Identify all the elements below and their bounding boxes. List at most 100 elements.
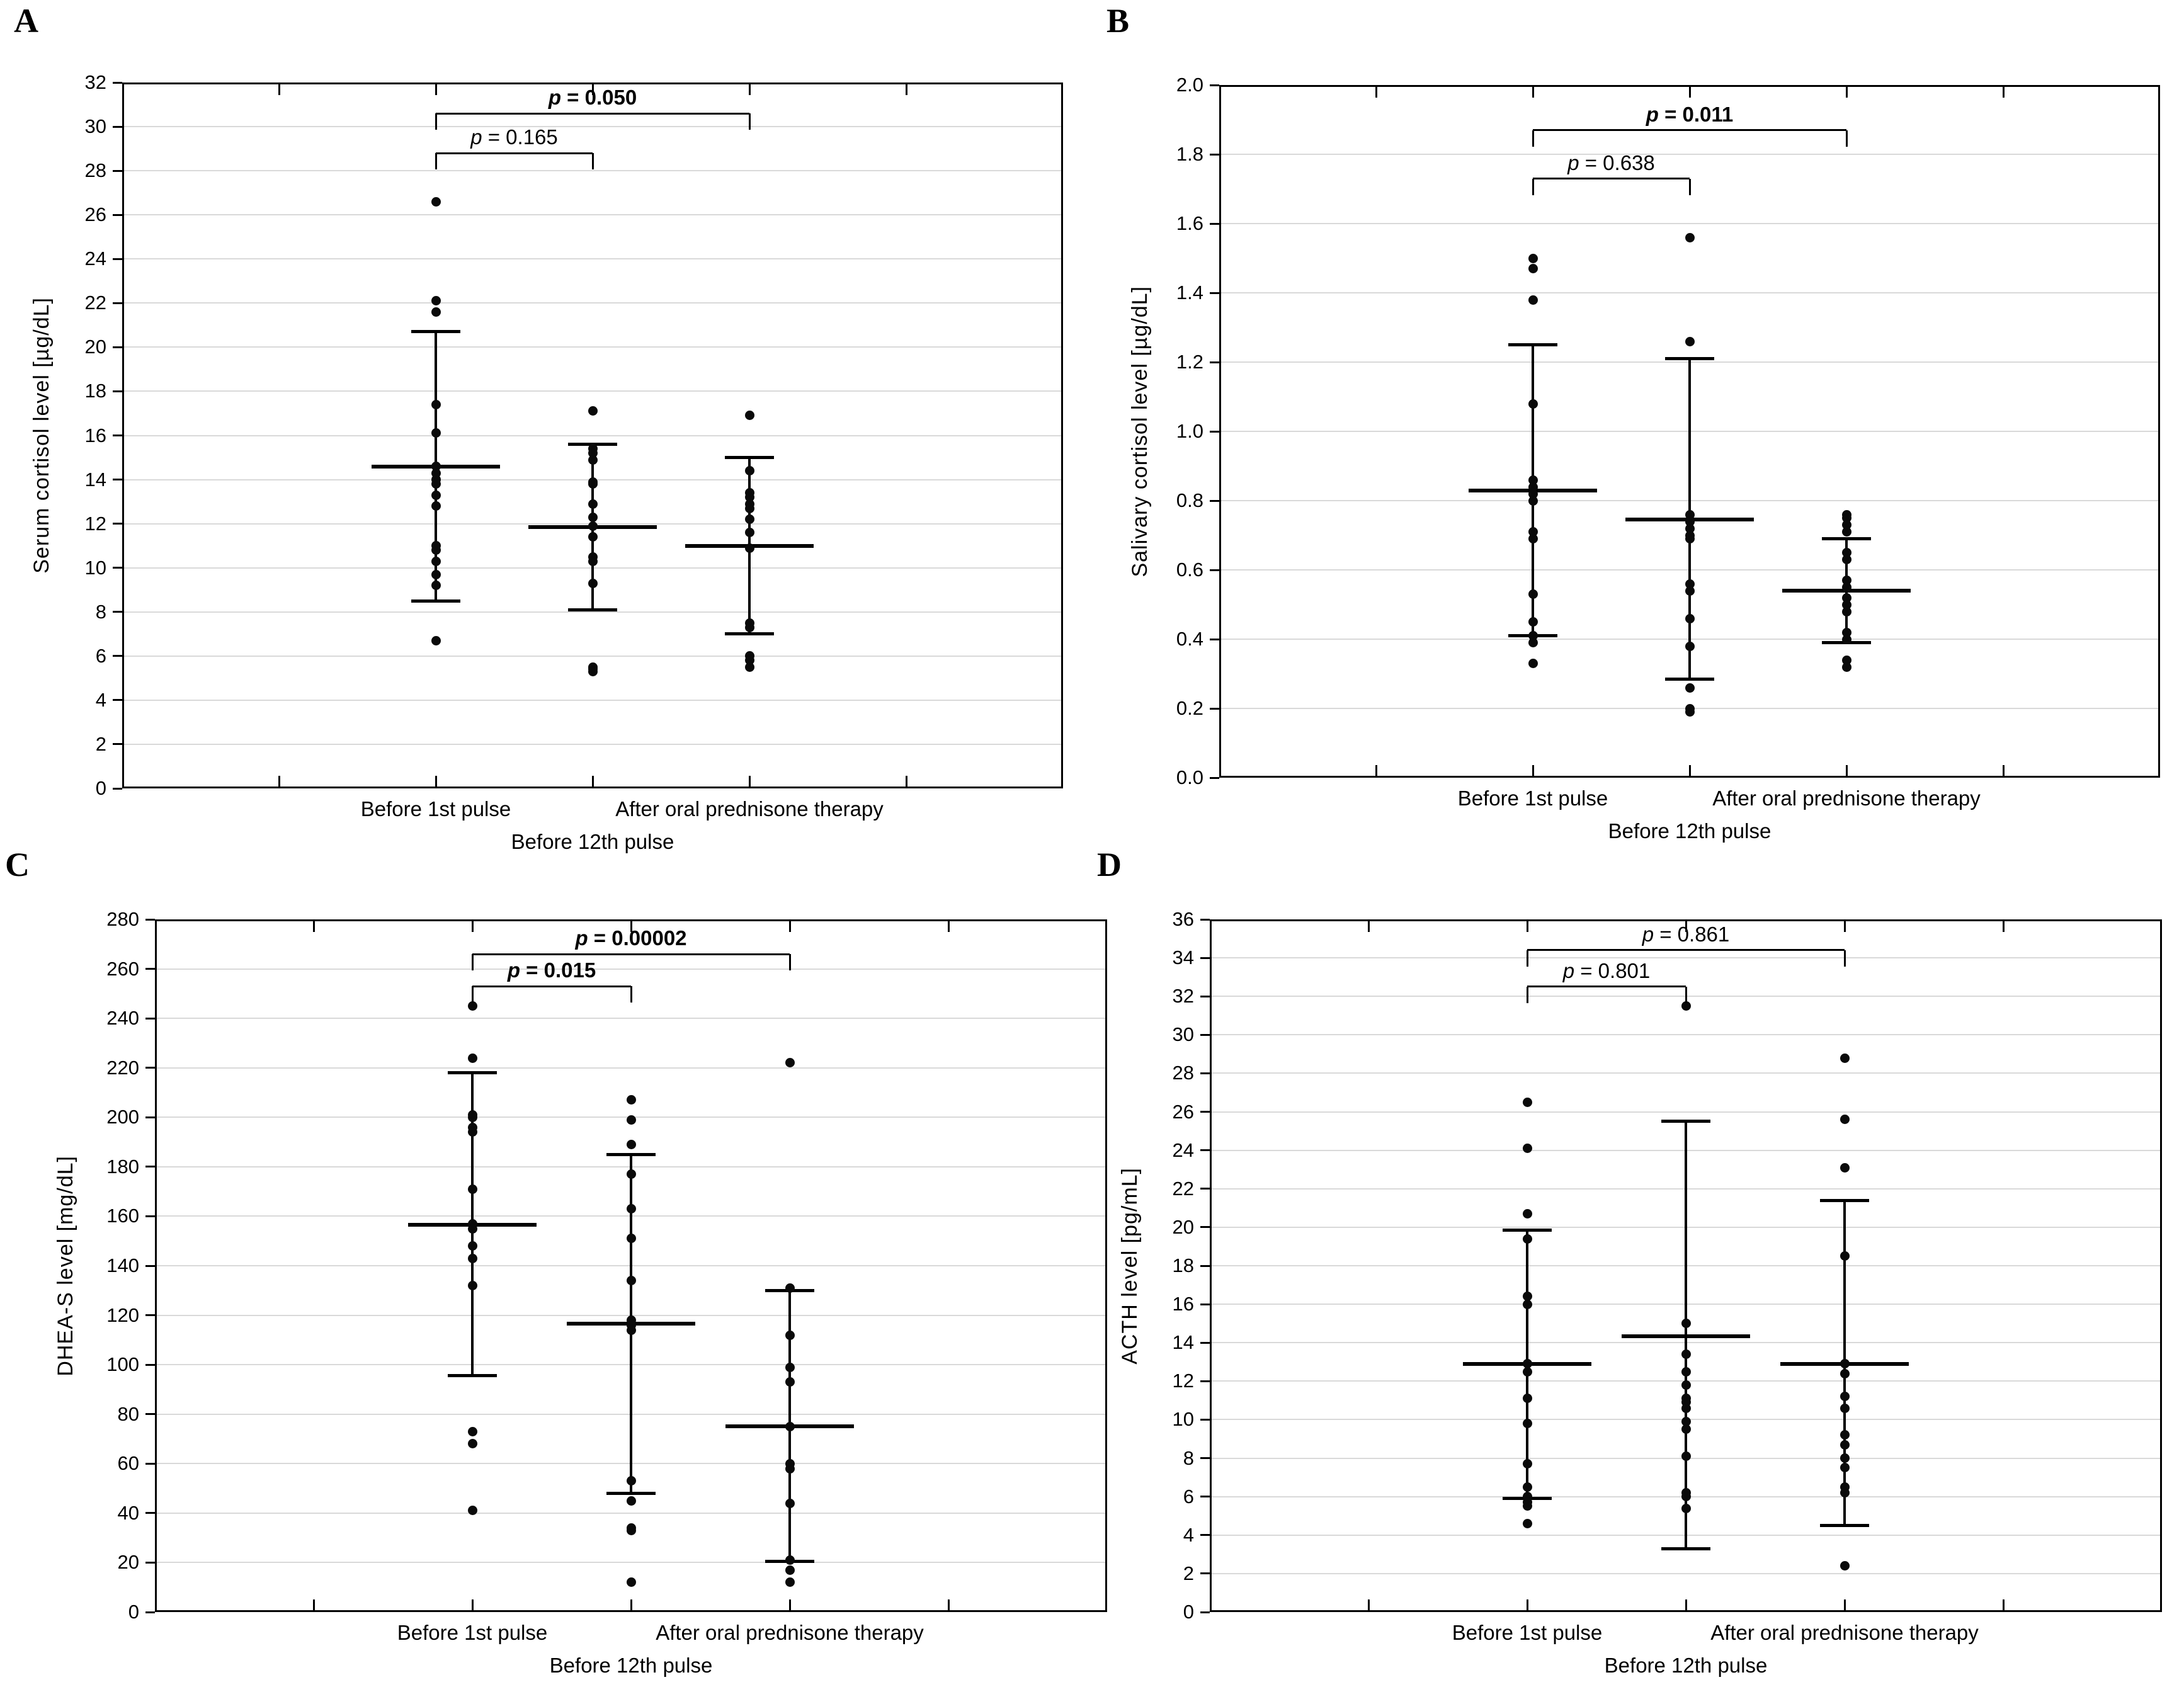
significance-bracket-end bbox=[788, 954, 791, 970]
x-axis-tick bbox=[435, 84, 437, 95]
gridline bbox=[1211, 1572, 2161, 1574]
data-point bbox=[431, 635, 441, 645]
data-point bbox=[1685, 683, 1695, 693]
y-tick-label: 140 bbox=[106, 1254, 139, 1276]
x-axis-tick bbox=[312, 921, 315, 932]
data-point bbox=[744, 466, 754, 476]
y-tick-label: 4 bbox=[1183, 1523, 1194, 1546]
y-tick-label: 6 bbox=[95, 644, 106, 667]
gridline bbox=[156, 1067, 1106, 1069]
y-axis-tick bbox=[113, 435, 122, 436]
significance-bracket-end bbox=[435, 153, 437, 170]
x-axis-tick bbox=[1526, 1599, 1528, 1610]
sd-cap-top bbox=[1665, 357, 1714, 360]
x-category-label: After oral prednisone therapy bbox=[615, 797, 884, 821]
data-point bbox=[1685, 232, 1695, 242]
x-category-label: Before 12th pulse bbox=[1604, 1654, 1768, 1677]
x-category-label: Before 12th pulse bbox=[549, 1654, 713, 1677]
data-point bbox=[744, 503, 754, 513]
data-point bbox=[1522, 1097, 1532, 1107]
p-value-label: p = 0.050 bbox=[548, 86, 637, 110]
y-axis-tick bbox=[1200, 918, 1210, 921]
data-point bbox=[744, 411, 754, 421]
y-tick-label: 24 bbox=[1172, 1139, 1194, 1161]
x-axis-tick bbox=[748, 776, 751, 787]
x-axis-tick bbox=[1685, 1599, 1687, 1610]
data-point bbox=[1681, 1417, 1691, 1426]
y-tick-label: 24 bbox=[84, 247, 106, 270]
y-tick-label: 8 bbox=[95, 600, 106, 623]
data-point bbox=[467, 1053, 477, 1063]
data-point bbox=[744, 662, 754, 672]
y-axis-tick bbox=[113, 655, 122, 657]
data-point bbox=[1840, 1115, 1850, 1125]
panel-letter-c: C bbox=[5, 846, 30, 883]
data-point bbox=[1840, 1430, 1850, 1440]
significance-bracket-end bbox=[1845, 130, 1848, 147]
gridline bbox=[123, 699, 1062, 701]
y-axis-tick bbox=[1210, 499, 1219, 502]
y-axis-tick bbox=[113, 611, 122, 613]
data-point bbox=[467, 1439, 477, 1449]
x-axis-tick bbox=[947, 1599, 950, 1610]
y-tick-label: 26 bbox=[1172, 1100, 1194, 1123]
data-point bbox=[467, 1280, 477, 1290]
data-point bbox=[626, 1234, 636, 1244]
data-point bbox=[1681, 1424, 1691, 1434]
gridline bbox=[123, 126, 1062, 128]
data-point bbox=[1685, 534, 1695, 543]
plot-frame bbox=[1210, 919, 2162, 1612]
x-axis-tick bbox=[947, 921, 950, 932]
data-point bbox=[431, 296, 441, 306]
x-axis-tick bbox=[1367, 921, 1370, 932]
x-axis-tick bbox=[278, 776, 280, 787]
p-value-label: p = 0.638 bbox=[1567, 151, 1655, 174]
y-tick-label: 160 bbox=[106, 1205, 139, 1227]
y-axis-tick bbox=[113, 302, 122, 304]
y-axis-tick bbox=[113, 479, 122, 481]
y-tick-label: 32 bbox=[1172, 985, 1194, 1008]
data-point bbox=[588, 512, 598, 522]
y-tick-label: 12 bbox=[84, 512, 106, 535]
y-tick-label: 260 bbox=[106, 957, 139, 980]
y-tick-label: 32 bbox=[84, 71, 106, 93]
data-point bbox=[1841, 527, 1851, 537]
data-point bbox=[1528, 534, 1538, 543]
y-tick-label: 1.0 bbox=[1176, 420, 1203, 442]
data-point bbox=[626, 1325, 636, 1335]
sd-cap-bottom bbox=[448, 1374, 497, 1378]
y-axis-tick bbox=[1200, 1111, 1210, 1113]
y-axis-tick bbox=[113, 390, 122, 392]
y-tick-label: 4 bbox=[95, 688, 106, 711]
data-point bbox=[431, 581, 441, 591]
gridline bbox=[123, 170, 1062, 172]
significance-bracket bbox=[436, 112, 749, 115]
data-point bbox=[626, 1276, 636, 1286]
data-point bbox=[744, 528, 754, 538]
data-point bbox=[1522, 1518, 1532, 1528]
x-category-label: Before 1st pulse bbox=[397, 1621, 548, 1644]
data-point bbox=[588, 479, 598, 489]
data-point bbox=[744, 622, 754, 632]
data-point bbox=[1522, 1359, 1532, 1369]
data-point bbox=[1528, 399, 1538, 409]
y-axis-tick bbox=[1210, 430, 1219, 433]
significance-bracket-end bbox=[1685, 986, 1687, 1003]
significance-bracket bbox=[1527, 986, 1686, 988]
data-point bbox=[1681, 1492, 1691, 1502]
data-point bbox=[785, 1565, 795, 1575]
significance-bracket-end bbox=[1688, 178, 1691, 195]
data-point bbox=[1681, 1366, 1691, 1377]
y-tick-label: 10 bbox=[1172, 1408, 1194, 1431]
significance-bracket-end bbox=[435, 113, 437, 130]
y-tick-label: 1.4 bbox=[1176, 281, 1203, 304]
sd-cap-bottom bbox=[725, 632, 774, 636]
y-tick-label: 16 bbox=[84, 424, 106, 446]
gridline bbox=[1211, 957, 2161, 959]
y-axis-tick bbox=[1200, 1264, 1210, 1267]
y-axis-tick bbox=[1210, 84, 1219, 86]
data-point bbox=[1840, 1488, 1850, 1498]
data-point bbox=[1841, 634, 1851, 644]
data-point bbox=[431, 196, 441, 207]
y-axis-tick bbox=[113, 523, 122, 525]
